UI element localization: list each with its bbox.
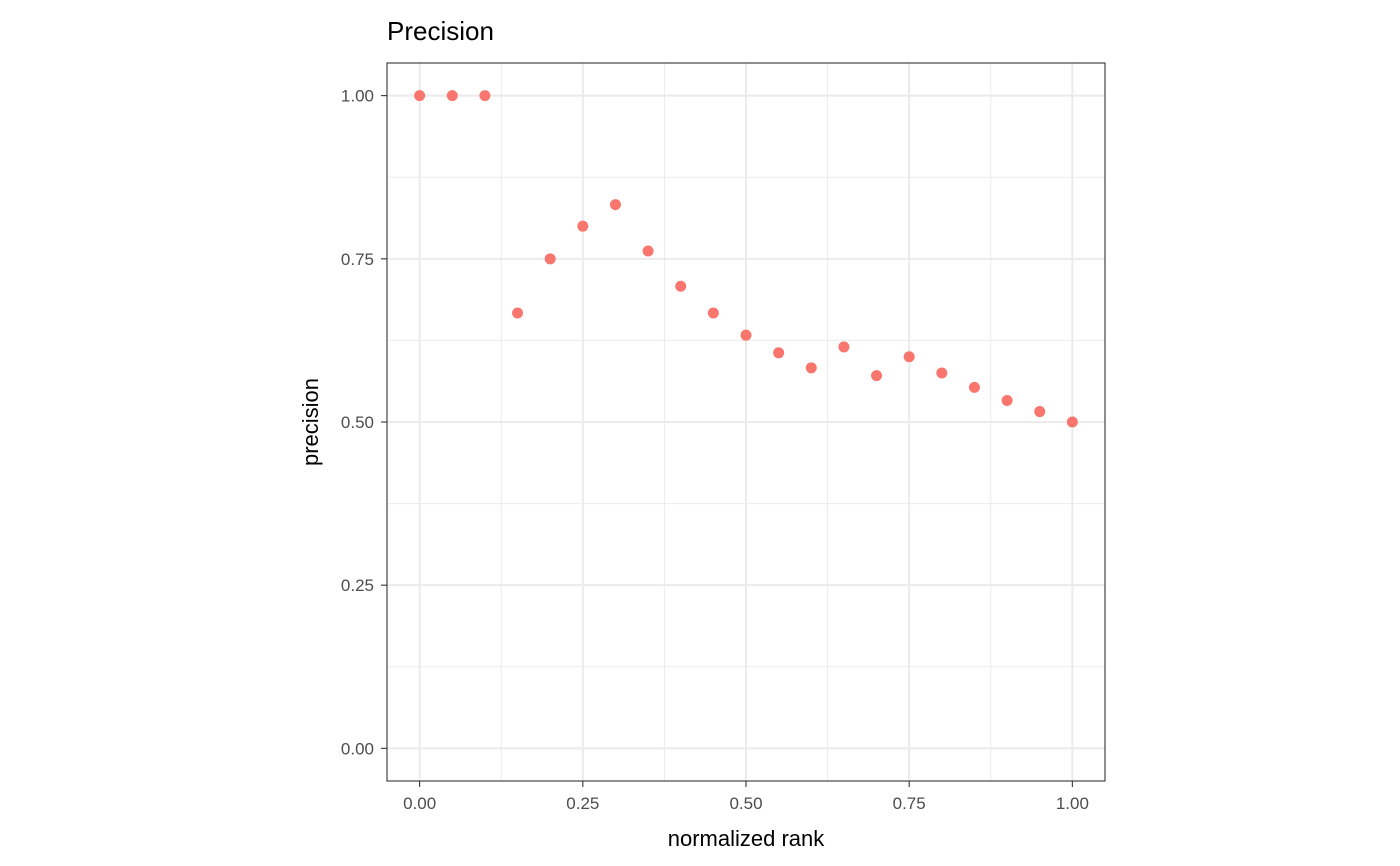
data-point-0-17 (968, 381, 980, 393)
data-point-0-6 (609, 199, 621, 211)
chart-title: Precision (387, 16, 494, 46)
y-axis: 0.00 0.25 0.50 0.75 1.00 (341, 87, 387, 758)
x-axis: 0.00 0.25 0.50 0.75 1.00 (403, 781, 1089, 813)
data-point-0-0 (414, 90, 426, 102)
x-tick-label-3: 0.75 (893, 794, 926, 813)
data-point-0-8 (675, 280, 687, 292)
data-point-0-18 (1001, 394, 1013, 406)
data-point-0-12 (805, 362, 817, 374)
data-point-0-13 (838, 341, 850, 353)
data-point-0-16 (936, 367, 948, 379)
data-point-0-1 (446, 90, 458, 102)
x-tick-label-2: 0.50 (729, 794, 762, 813)
x-tick-label-0: 0.00 (403, 794, 436, 813)
y-tick-label-1: 0.25 (341, 576, 374, 595)
data-point-0-19 (1034, 406, 1046, 418)
x-tick-label-1: 0.25 (566, 794, 599, 813)
y-axis-title: precision (298, 378, 323, 466)
data-point-0-9 (707, 307, 719, 319)
data-point-0-14 (871, 370, 883, 382)
y-tick-label-2: 0.50 (341, 413, 374, 432)
data-point-0-15 (903, 351, 915, 363)
data-point-0-3 (512, 307, 524, 319)
data-points (414, 90, 1078, 428)
x-axis-title: normalized rank (668, 826, 826, 851)
data-point-0-5 (577, 220, 589, 232)
y-tick-label-0: 0.00 (341, 739, 374, 758)
data-point-0-20 (1066, 416, 1078, 428)
y-tick-label-4: 1.00 (341, 87, 374, 106)
data-point-0-10 (740, 329, 752, 341)
data-point-0-2 (479, 90, 491, 102)
data-point-0-7 (642, 245, 654, 257)
x-tick-label-4: 1.00 (1056, 794, 1089, 813)
y-tick-label-3: 0.75 (341, 250, 374, 269)
data-point-0-4 (544, 253, 556, 265)
data-point-0-11 (773, 347, 785, 359)
